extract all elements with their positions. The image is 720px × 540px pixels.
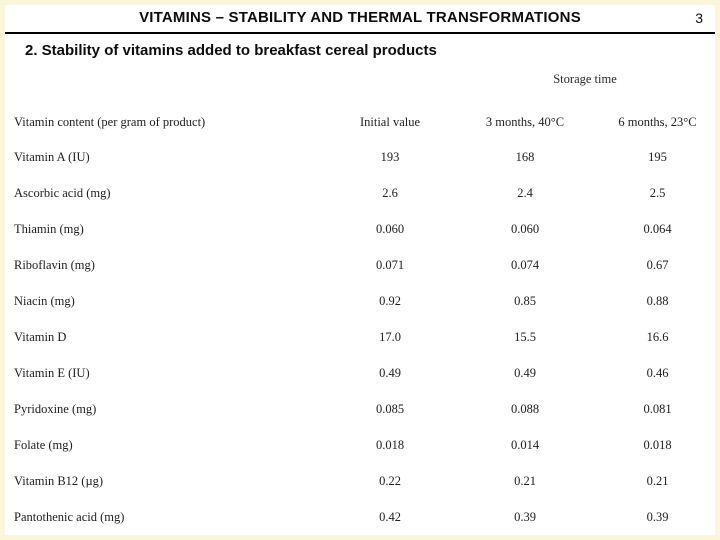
cell-value: 0.018: [375, 437, 405, 452]
cell-value: 0.85: [514, 293, 536, 308]
cell-value: 0.46: [646, 365, 669, 380]
table-row: Thiamin (mg) 0.060 0.060 0.064: [5, 211, 715, 247]
cell-value: 168: [515, 149, 535, 164]
table-row: Folate (mg) 0.018 0.014 0.018: [5, 427, 715, 463]
cell-value: 0.49: [379, 365, 401, 380]
cell-value: 0.21: [646, 473, 669, 488]
row-label: Folate (mg): [14, 437, 73, 452]
cell-value: 17.0: [379, 329, 401, 344]
row-label: Thiamin (mg): [14, 221, 84, 236]
column-header-vitamin-content: Vitamin content (per gram of product): [14, 114, 206, 129]
cell-value: 0.018: [643, 437, 672, 452]
cell-value: 2.4: [517, 185, 533, 200]
cell-value: 0.014: [510, 437, 540, 452]
cell-value: 2.5: [649, 185, 666, 200]
cell-value: 0.060: [375, 221, 405, 236]
column-header-initial-value: Initial value: [359, 114, 421, 129]
vitamin-stability-table: Vitamin content (per gram of product) In…: [5, 105, 715, 535]
cell-value: 0.085: [375, 401, 405, 416]
table-row: Pyridoxine (mg) 0.085 0.088 0.081: [5, 391, 715, 427]
table-row: Ascorbic acid (mg) 2.6 2.4 2.5: [5, 175, 715, 211]
cell-value: 0.21: [514, 473, 536, 488]
cell-value: 2.6: [382, 185, 398, 200]
cell-value: 0.67: [646, 257, 669, 272]
column-header-6-months: 6 months, 23°C: [618, 114, 697, 129]
cell-value: 0.42: [379, 509, 401, 524]
row-label: Niacin (mg): [14, 293, 75, 308]
row-label: Vitamin E (IU): [14, 365, 90, 380]
table-row: Riboflavin (mg) 0.071 0.074 0.67: [5, 247, 715, 283]
row-label: Vitamin B12 (µg): [14, 473, 104, 488]
table-row: Pantothenic acid (mg) 0.42 0.39 0.39: [5, 499, 715, 535]
cell-value: 195: [648, 149, 667, 164]
cell-value: 0.88: [646, 293, 669, 308]
cell-value: 0.39: [514, 509, 536, 524]
cell-value: 0.49: [514, 365, 536, 380]
cell-value: 0.081: [643, 401, 672, 416]
page-number: 3: [695, 10, 703, 26]
cell-value: 16.6: [646, 329, 669, 344]
cell-value: 0.064: [643, 221, 672, 236]
cell-value: 15.5: [514, 329, 536, 344]
table-row: Vitamin E (IU) 0.49 0.49 0.46: [5, 355, 715, 391]
storage-time-group-header: Storage time: [553, 72, 617, 86]
cell-value: 0.92: [379, 293, 401, 308]
row-label: Ascorbic acid (mg): [14, 185, 111, 200]
cell-value: 0.22: [379, 473, 401, 488]
cell-value: 193: [380, 149, 400, 164]
table-header-row: Vitamin content (per gram of product) In…: [5, 105, 715, 139]
table-row: Vitamin A (IU) 193 168 195: [5, 139, 715, 175]
table-row: Vitamin B12 (µg) 0.22 0.21 0.21: [5, 463, 715, 499]
slide-title: VITAMINS – STABILITY AND THERMAL TRANSFO…: [139, 9, 581, 26]
table-row: Niacin (mg) 0.92 0.85 0.88: [5, 283, 715, 319]
cell-value: 0.088: [510, 401, 540, 416]
row-label: Riboflavin (mg): [14, 257, 95, 272]
row-label: Pyridoxine (mg): [14, 401, 97, 416]
slide-header: VITAMINS – STABILITY AND THERMAL TRANSFO…: [5, 5, 715, 34]
table-row: Vitamin D 17.0 15.5 16.6: [5, 319, 715, 355]
row-label: Pantothenic acid (mg): [14, 509, 125, 524]
cell-value: 0.060: [510, 221, 540, 236]
cell-value: 0.074: [510, 257, 540, 272]
cell-value: 0.39: [646, 509, 669, 524]
column-header-3-months: 3 months, 40°C: [485, 114, 565, 129]
cell-value: 0.071: [375, 257, 405, 272]
row-label: Vitamin D: [14, 329, 67, 344]
row-label: Vitamin A (IU): [14, 149, 90, 164]
slide-subtitle: 2. Stability of vitamins added to breakf…: [25, 42, 437, 59]
